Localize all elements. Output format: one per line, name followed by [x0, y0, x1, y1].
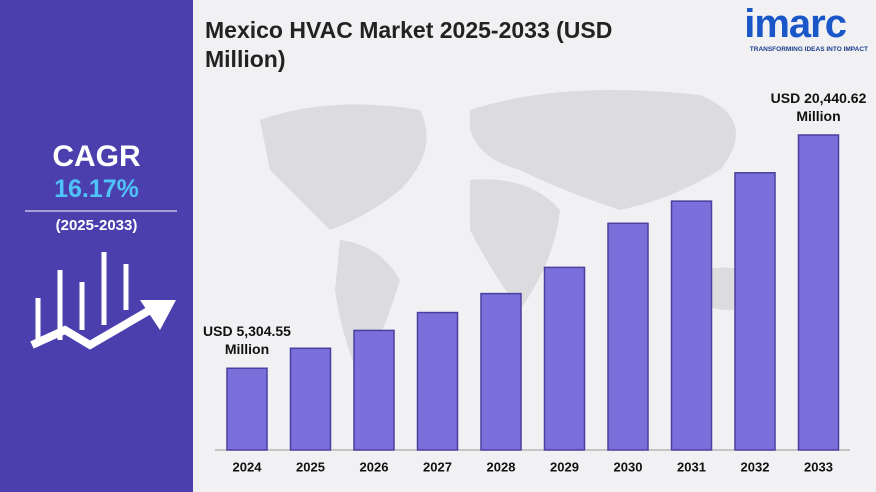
bar [797, 134, 840, 451]
growth-icon [30, 252, 153, 350]
x-tick-label: 2032 [741, 459, 770, 474]
cagr-value: 16.17% [54, 175, 139, 203]
bar [734, 172, 776, 451]
bar [226, 367, 268, 451]
sidebar [0, 0, 193, 492]
bar [289, 347, 332, 451]
bar [670, 200, 713, 451]
logo: imarc [744, 2, 847, 46]
value-label: USD 5,304.55 Million [203, 323, 291, 358]
x-tick-label: 2028 [487, 459, 516, 474]
world-map [260, 90, 770, 380]
x-tick-label: 2026 [360, 459, 389, 474]
cagr-period: (2025-2033) [55, 217, 138, 234]
bar [607, 222, 649, 451]
x-tick-label: 2030 [614, 459, 643, 474]
growth-arrow [140, 300, 176, 330]
chart-title: Mexico HVAC Market 2025-2033 (USD Millio… [205, 17, 613, 72]
cagr-label: CAGR [52, 140, 141, 173]
value-label: USD 20,440.62 Million [770, 90, 867, 124]
bar [353, 329, 395, 451]
x-tick-label: 2033 [804, 459, 833, 474]
bar [416, 311, 459, 451]
logo-tagline: TRANSFORMING IDEAS INTO IMPACT [749, 46, 868, 53]
x-tick-label: 2027 [423, 459, 452, 474]
bar [480, 292, 522, 451]
x-tick-label: 2024 [233, 459, 263, 474]
x-tick-label: 2031 [677, 459, 706, 474]
x-tick-label: 2025 [296, 459, 325, 474]
bar [543, 266, 586, 451]
x-tick-label: 2029 [550, 459, 579, 474]
